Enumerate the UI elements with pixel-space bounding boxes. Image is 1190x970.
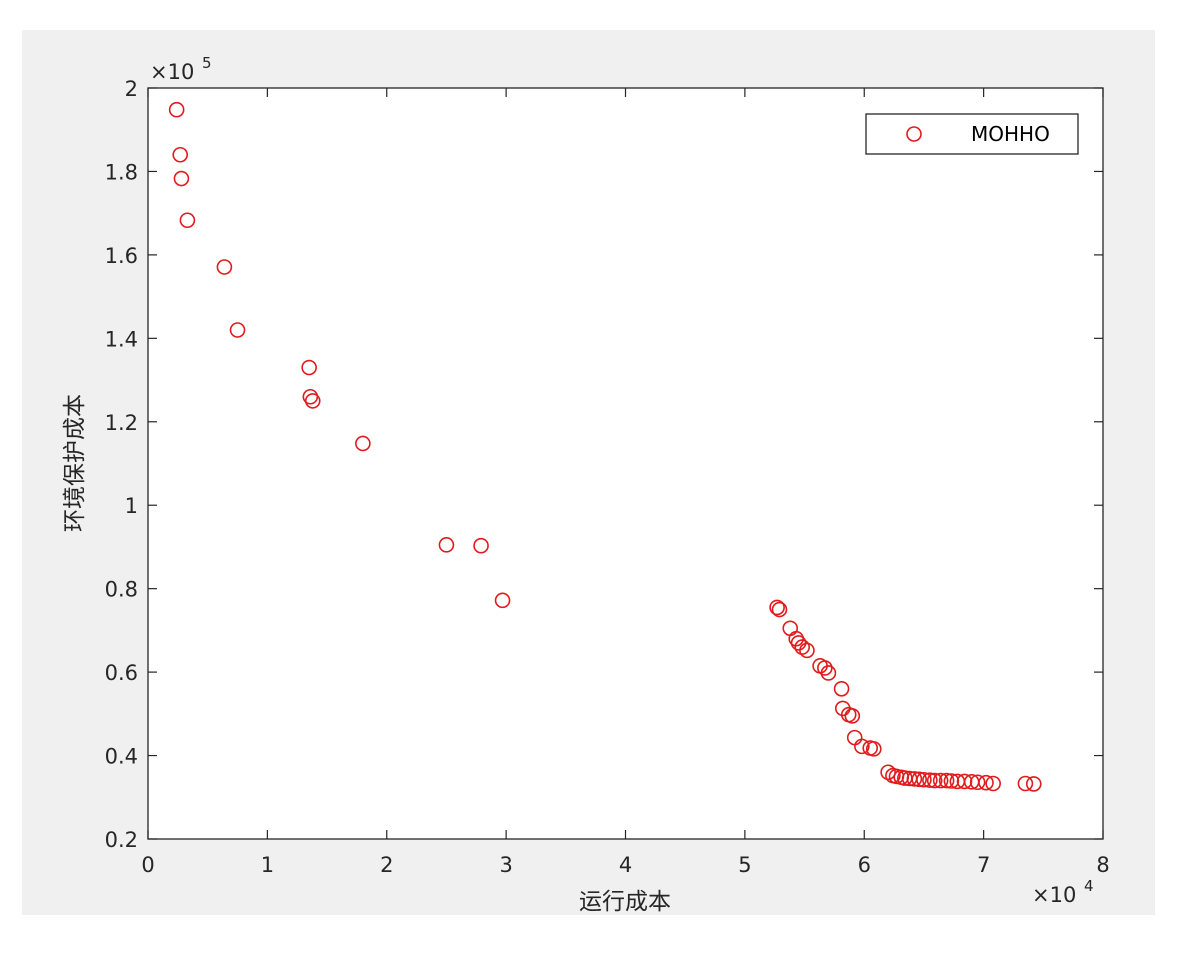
- data-point: [1017, 775, 1034, 792]
- data-point: [769, 599, 785, 616]
- data-point: [906, 771, 923, 787]
- x-exponent-power: 4: [1084, 877, 1094, 895]
- data-point: [794, 639, 810, 655]
- data-point: [817, 660, 833, 676]
- y-tick-label: 1.2: [105, 411, 138, 435]
- data-point: [833, 680, 850, 697]
- y-tick-label: 0.6: [105, 661, 138, 685]
- y-axis-exponent: ×10 5: [150, 54, 212, 84]
- data-point: [168, 101, 185, 118]
- data-point: [865, 741, 882, 757]
- y-exponent-power: 5: [202, 54, 212, 72]
- data-point: [926, 772, 943, 789]
- y-tick-label: 0.2: [105, 828, 138, 852]
- data-point: [844, 708, 861, 724]
- y-tick-label: 0.8: [105, 578, 138, 602]
- data-point: [820, 665, 837, 681]
- x-tick-label: 6: [858, 853, 871, 877]
- y-exponent-base: ×10: [150, 60, 194, 84]
- data-point: [229, 322, 246, 338]
- data-point: [173, 170, 190, 187]
- x-tick-label: 0: [141, 853, 154, 877]
- x-exponent-base: ×10: [1032, 883, 1076, 907]
- legend: MOHHO: [865, 113, 1079, 155]
- x-tick-label: 8: [1096, 853, 1109, 877]
- data-point: [216, 259, 233, 275]
- data-point: [969, 774, 986, 791]
- data-point: [938, 772, 955, 789]
- data-point: [985, 775, 1001, 792]
- data-point: [922, 772, 938, 788]
- data-point: [911, 771, 927, 788]
- legend-marker: [906, 126, 922, 142]
- data-point: [301, 359, 317, 376]
- data-point: [880, 764, 896, 781]
- data-point: [854, 738, 870, 755]
- legend-box: [865, 113, 1079, 155]
- data-point: [179, 212, 196, 229]
- data-point: [1025, 776, 1042, 792]
- y-axis-ticks: 0.2 0.4 0.6 0.8 1 1.2 1.4 1.6 1.8 2: [105, 77, 1103, 852]
- data-points: [168, 101, 1042, 792]
- data-point: [438, 537, 455, 553]
- data-point: [473, 537, 489, 554]
- legend-label: MOHHO: [971, 122, 1050, 146]
- y-tick-label: 0.4: [105, 745, 138, 769]
- data-point: [172, 146, 189, 163]
- y-tick-label: 1.8: [105, 160, 138, 184]
- y-axis-label: 环境保护成本: [62, 394, 88, 532]
- data-point: [916, 771, 932, 788]
- x-axis-exponent: ×10 4: [1032, 877, 1094, 907]
- x-tick-label: 1: [261, 853, 274, 877]
- data-point: [956, 773, 973, 790]
- data-point: [771, 601, 788, 618]
- data-point: [978, 774, 994, 791]
- x-tick-label: 2: [380, 853, 393, 877]
- data-point: [799, 642, 815, 659]
- plot-area: [147, 87, 1104, 840]
- data-point: [943, 773, 960, 789]
- y-tick-label: 1.6: [105, 244, 138, 268]
- data-point: [932, 772, 949, 789]
- x-tick-label: 5: [738, 853, 751, 877]
- data-point: [494, 592, 511, 609]
- x-tick-label: 7: [977, 853, 990, 877]
- data-point: [304, 393, 321, 409]
- x-tick-label: 4: [619, 853, 632, 877]
- y-tick-label: 1.4: [105, 327, 138, 351]
- data-point: [355, 435, 371, 452]
- y-tick-label: 1: [125, 494, 138, 518]
- y-tick-label: 2: [125, 77, 138, 101]
- x-axis-label: 运行成本: [579, 889, 671, 915]
- x-tick-label: 3: [499, 853, 512, 877]
- x-axis-ticks: 0 1 2 3 4 5 6 7 8: [141, 88, 1110, 877]
